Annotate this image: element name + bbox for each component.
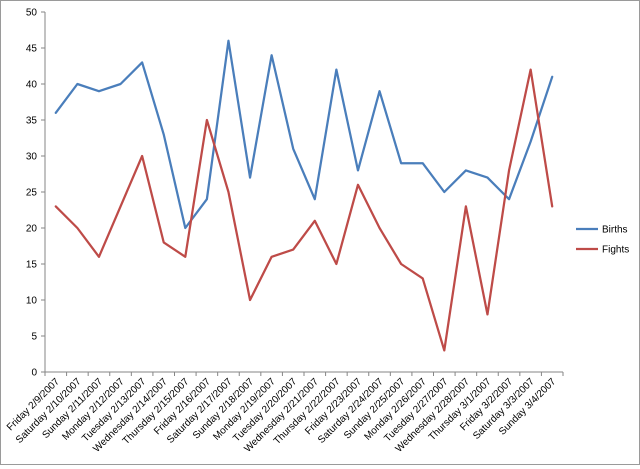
y-tick-label: 50 (26, 8, 38, 19)
axes (44, 12, 563, 373)
series-line-births (54, 39, 554, 230)
legend-label-fights: Fights (602, 245, 629, 256)
y-tick-label: 40 (26, 80, 38, 91)
series-line-fights (54, 68, 554, 352)
legend: Births Fights (576, 225, 629, 256)
series-lines (54, 39, 554, 352)
y-tick-label: 25 (26, 188, 38, 199)
y-axis-ticks: 0 5 10 15 20 25 30 35 40 45 50 (26, 8, 45, 379)
y-tick-label: 5 (31, 332, 37, 343)
y-tick-label: 20 (26, 224, 38, 235)
y-tick-label: 10 (26, 296, 38, 307)
legend-label-births: Births (602, 225, 628, 236)
y-tick-label: 0 (31, 368, 37, 379)
y-tick-label: 30 (26, 152, 38, 163)
y-tick-label: 35 (26, 116, 38, 127)
y-tick-label: 15 (26, 260, 38, 271)
y-tick-label: 45 (26, 44, 38, 55)
